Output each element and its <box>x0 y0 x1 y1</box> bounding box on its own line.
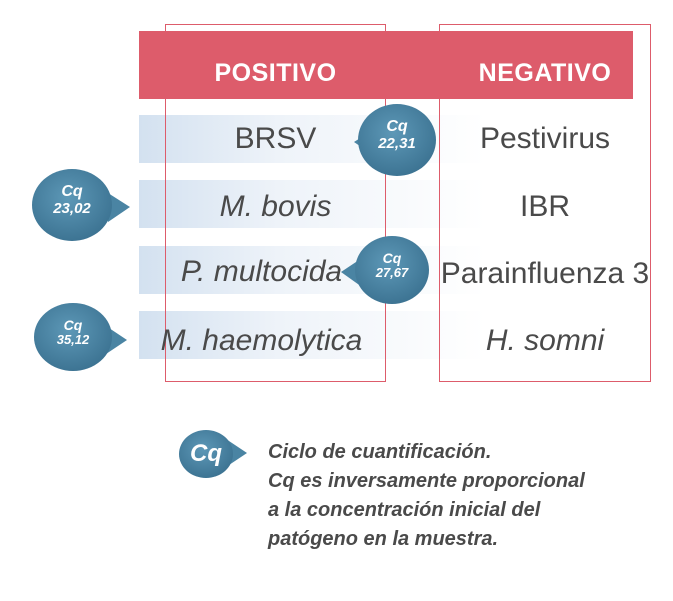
cq-badge-brsv: Cq 22,31 <box>362 118 432 152</box>
cq-badge-shape-m-haemolytica <box>34 303 127 371</box>
cq-badge-value: 23,02 <box>53 199 91 217</box>
cq-badge-p-multocida: Cq 27,67 <box>357 251 427 279</box>
legend-badge-label: Cq <box>190 440 222 467</box>
negative-cell-ibr: IBR <box>519 190 570 223</box>
cq-badge-m-haemolytica: Cq 35,12 <box>38 318 108 346</box>
cq-badge-value: 22,31 <box>378 134 416 152</box>
table-row <box>139 311 634 359</box>
header-positive: POSITIVO <box>214 59 337 87</box>
cq-badge-value: 27,67 <box>375 264 409 280</box>
cq-badge-shape-m-bovis <box>32 169 130 241</box>
cq-badge-label: Cq <box>61 183 83 200</box>
negative-column-frame <box>439 24 651 382</box>
positive-cell-brsv: BRSV <box>234 122 317 155</box>
negative-cell-parainfluenza-3: Parainfluenza 3 <box>440 257 650 290</box>
cq-badge-label: Cq <box>386 118 408 135</box>
negative-cell-h-somni: H. somni <box>485 324 605 357</box>
table-row <box>139 180 634 228</box>
negative-cell-pestivirus: Pestivirus <box>479 122 611 155</box>
cq-badge-shape-p-multocida <box>341 236 429 304</box>
legend-line: Ciclo de cuantificación. <box>268 441 492 463</box>
legend-badge-shape <box>179 430 247 478</box>
positive-cell-m-haemolytica: M. haemolytica <box>160 324 363 357</box>
legend-line: Cq es inversamente proporcional <box>268 470 585 492</box>
positive-cell-m-bovis: M. bovis <box>219 190 332 223</box>
legend-line: a la concentración inicial del <box>268 499 541 521</box>
cq-badge-label: Cq <box>382 250 402 266</box>
legend-line: patógeno en la muestra. <box>268 528 499 550</box>
legend-description: Ciclo de cuantificación. Cq es inversame… <box>268 438 668 554</box>
positive-column-frame <box>165 24 386 382</box>
cq-badge-m-bovis: Cq 23,02 <box>37 183 107 217</box>
cq-badge-label: Cq <box>63 317 83 333</box>
positive-cell-p-multocida: P. multocida <box>180 255 343 288</box>
header-negative: NEGATIVO <box>478 59 612 87</box>
cq-badge-shape-brsv <box>354 104 436 176</box>
table-header-bar <box>139 31 633 99</box>
cq-badge-value: 35,12 <box>56 331 90 347</box>
